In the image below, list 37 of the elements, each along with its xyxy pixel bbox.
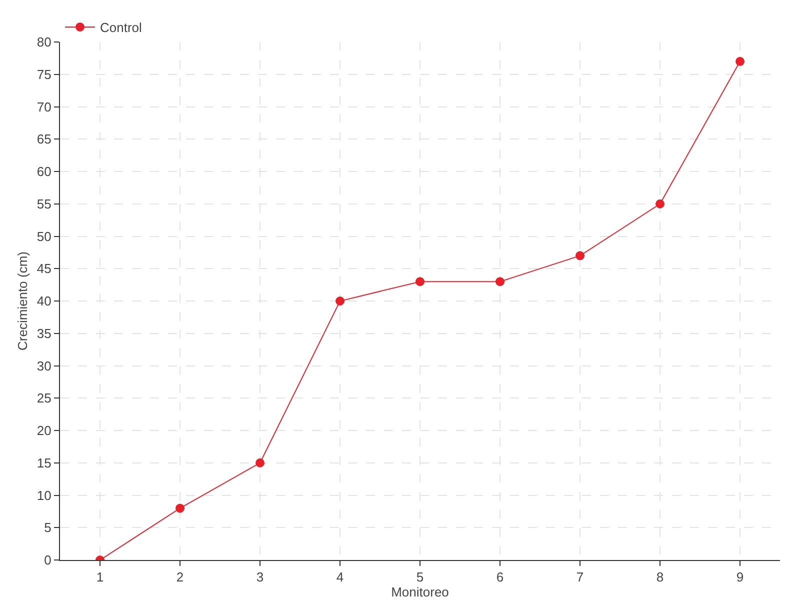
point <box>416 277 424 286</box>
y-tick-label: 80 <box>36 34 52 50</box>
x-axis-title: Monitoreo <box>391 584 449 600</box>
y-tick-label: 20 <box>36 423 52 438</box>
point <box>496 277 504 286</box>
y-tick-label: 10 <box>36 488 52 503</box>
legend-label: Control <box>100 20 142 36</box>
y-tick-label: 50 <box>36 228 52 244</box>
y-tick-label: 75 <box>36 66 52 82</box>
x-tick-label: 9 <box>736 570 744 585</box>
point <box>656 199 664 208</box>
point <box>176 504 184 513</box>
x-tick-label: 2 <box>176 570 184 585</box>
y-tick-label: 35 <box>36 326 52 341</box>
x-tick-label: 3 <box>256 570 264 585</box>
y-tick-label: 65 <box>36 132 52 147</box>
x-tick-label: 5 <box>416 570 424 585</box>
y-axis-title: Crecimiento (cm) <box>14 252 30 350</box>
point <box>736 56 744 66</box>
y-tick-label: 40 <box>36 294 52 309</box>
y-tick-label: 55 <box>36 196 52 212</box>
y-tick-label: 45 <box>36 261 52 276</box>
y-tick-label: 60 <box>36 164 52 180</box>
x-tick-label: 1 <box>96 570 104 585</box>
y-tick-label: 15 <box>36 455 52 470</box>
y-tick-label: 70 <box>36 99 52 114</box>
x-tick-label: 4 <box>336 570 344 585</box>
y-tick-label: 25 <box>36 390 52 406</box>
point <box>576 251 584 260</box>
y-tick-label: 5 <box>44 520 52 536</box>
x-tick-label: 6 <box>496 570 504 585</box>
y-tick-label: 30 <box>36 358 52 374</box>
point <box>336 296 344 306</box>
point <box>256 458 264 468</box>
y-tick-label: 0 <box>44 552 52 568</box>
x-tick-label: 7 <box>576 570 584 585</box>
x-tick-label: 8 <box>656 570 664 585</box>
